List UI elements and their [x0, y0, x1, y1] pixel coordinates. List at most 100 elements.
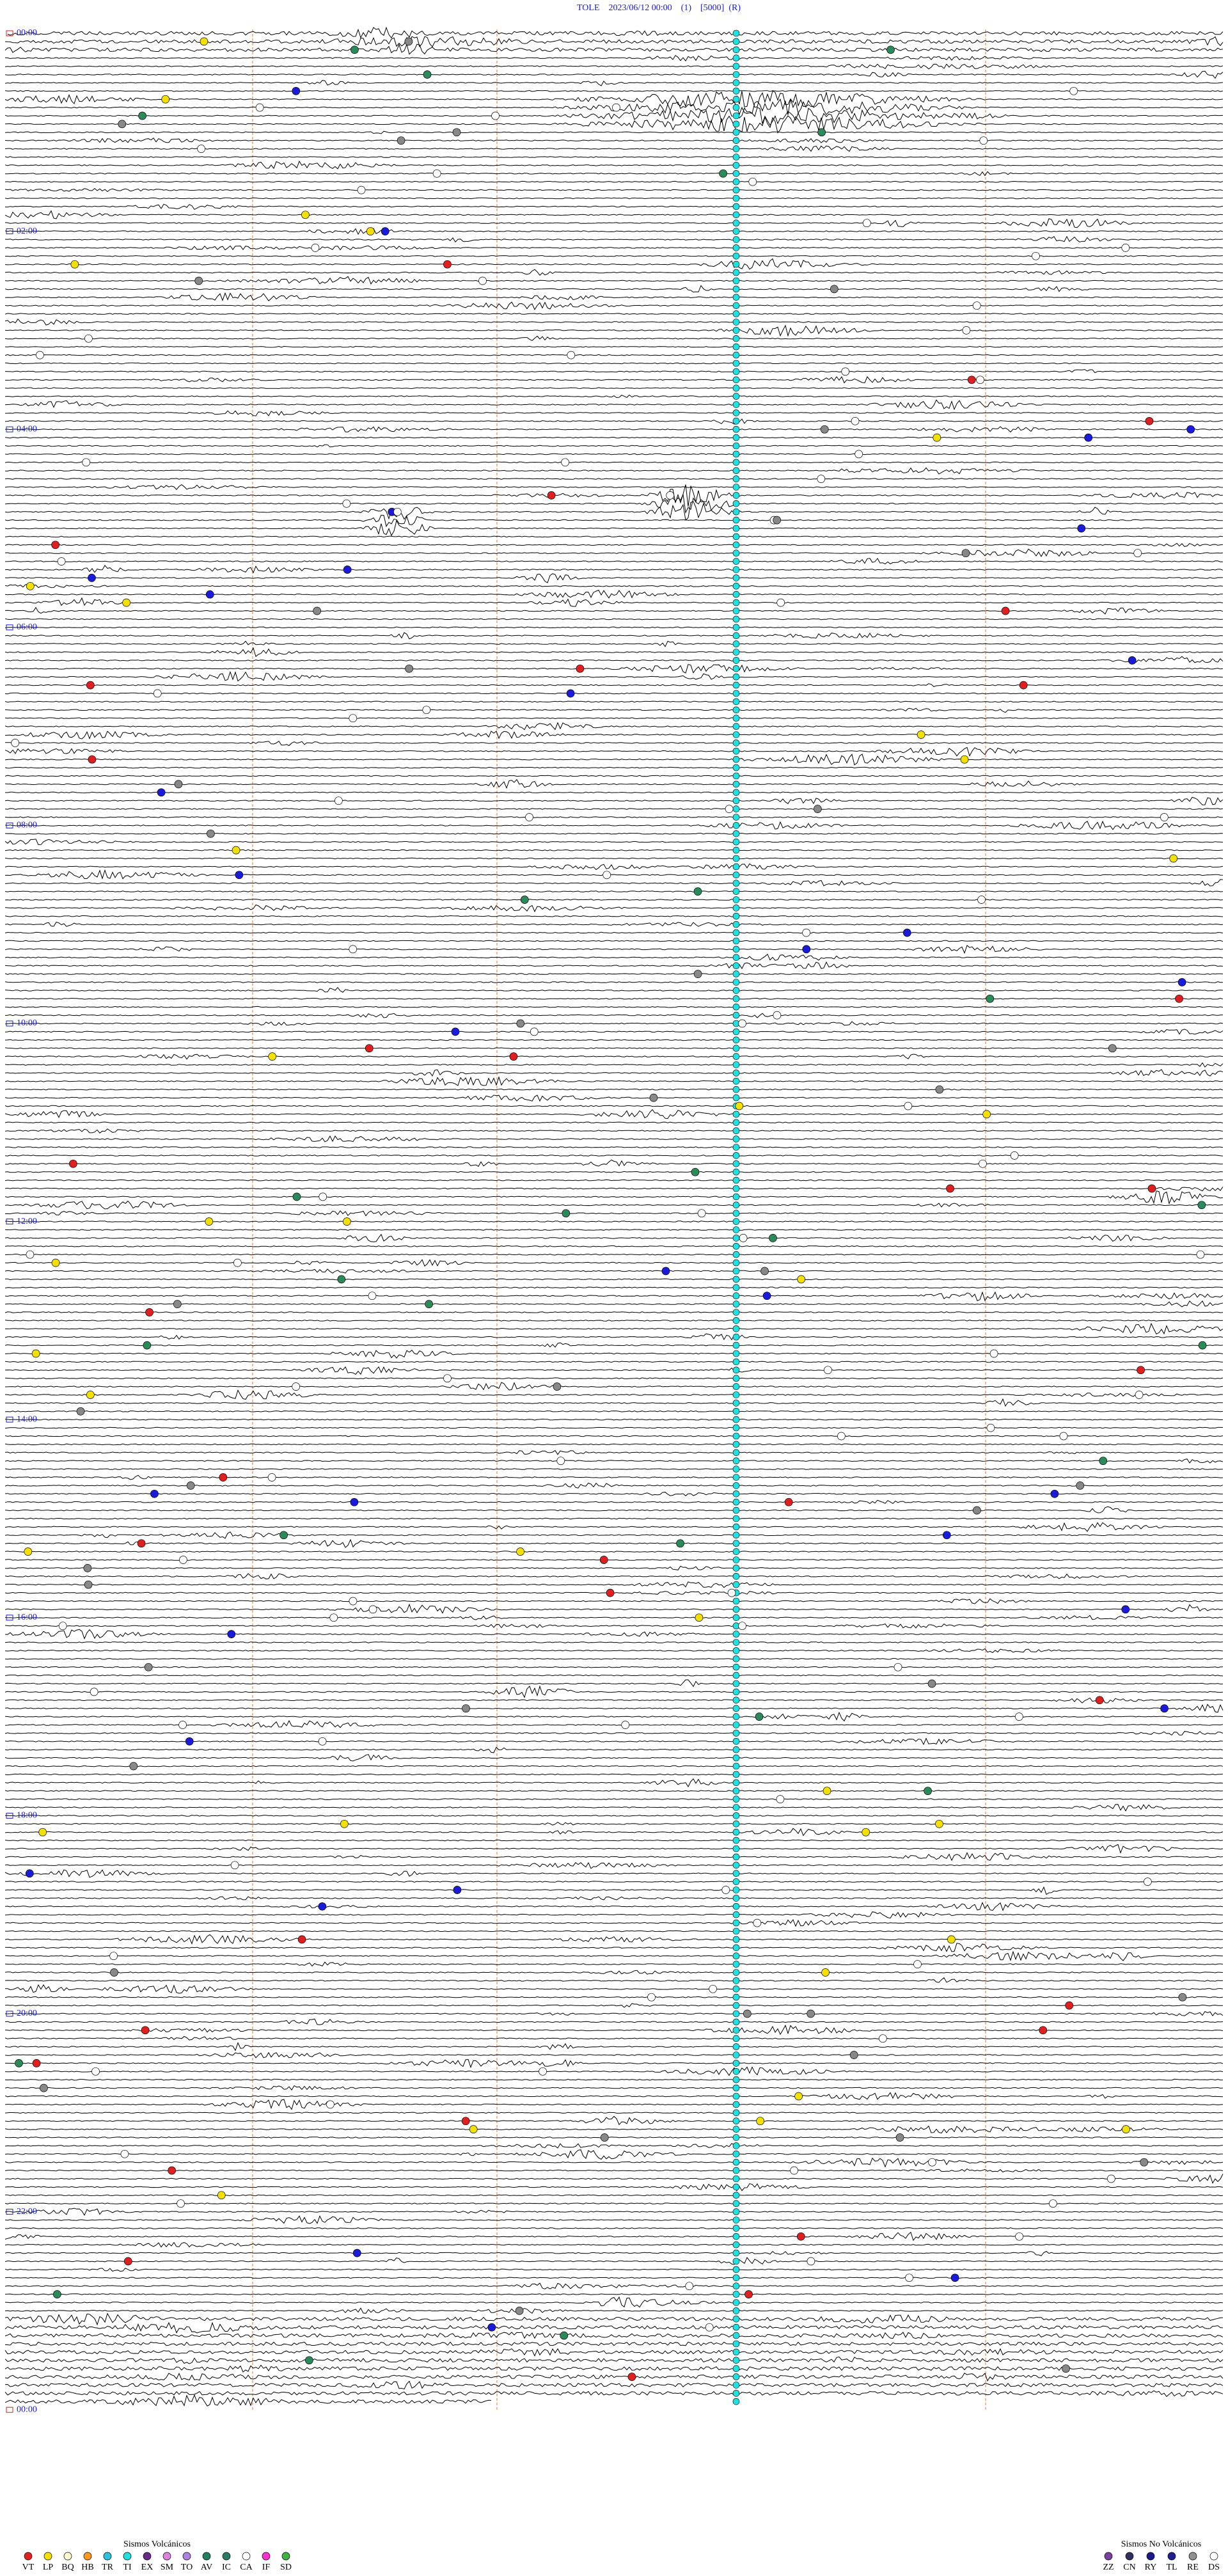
- marker-event: [905, 2273, 913, 2282]
- marker-event: [1076, 1482, 1085, 1490]
- time-label: 10:00: [17, 1018, 37, 1028]
- marker-event: [561, 458, 569, 467]
- marker-ti: [732, 1400, 740, 1407]
- marker-ti: [732, 219, 740, 227]
- trace: [5, 670, 1224, 682]
- trace: [4, 961, 1224, 970]
- trace: [4, 394, 1224, 399]
- marker-event: [946, 1184, 954, 1193]
- legend-swatch: [1209, 2552, 1218, 2561]
- marker-event: [267, 1473, 276, 1482]
- trace: [4, 2058, 1224, 2069]
- marker-event: [26, 1250, 35, 1259]
- marker-event: [817, 128, 826, 137]
- marker-event: [989, 1349, 998, 1358]
- legend-swatch: [281, 2552, 290, 2561]
- trace: [4, 2257, 1224, 2265]
- marker-ti: [732, 1663, 740, 1671]
- marker-event: [817, 475, 826, 483]
- trace: [4, 2078, 1223, 2081]
- trace: [4, 426, 1224, 433]
- marker-ti: [732, 764, 740, 771]
- marker-event: [425, 1300, 433, 1308]
- trace: [4, 1245, 1224, 1247]
- marker-ti: [732, 1036, 740, 1044]
- marker-ti: [732, 1292, 740, 1299]
- marker-ti: [732, 2167, 740, 2174]
- marker-ti: [732, 2323, 740, 2331]
- marker-event: [366, 227, 375, 235]
- marker-ti: [732, 2357, 740, 2364]
- marker-event: [393, 507, 402, 516]
- marker-ti: [732, 1614, 740, 1622]
- marker-event: [972, 301, 981, 310]
- marker-event: [862, 219, 871, 228]
- marker-event: [807, 2009, 815, 2018]
- marker-event: [161, 95, 170, 104]
- marker-ti: [732, 277, 740, 285]
- trace: [4, 2115, 1224, 2126]
- trace: [4, 849, 1224, 851]
- marker-ti: [732, 1300, 740, 1308]
- marker-event: [40, 2083, 48, 2092]
- trace: [4, 766, 1224, 769]
- marker-ti: [732, 1432, 740, 1440]
- trace: [5, 1398, 1224, 1407]
- legend-swatch: [1104, 2552, 1113, 2561]
- marker-ti: [732, 1350, 740, 1357]
- marker-ti: [732, 525, 740, 532]
- marker-event: [357, 186, 366, 194]
- marker-event: [986, 1423, 995, 1432]
- marker-event: [197, 145, 205, 153]
- marker-event: [118, 120, 127, 129]
- marker-ti: [732, 2151, 740, 2158]
- trace: [4, 90, 1224, 92]
- marker-ti: [732, 1078, 740, 1085]
- marker-event: [1198, 1341, 1207, 1350]
- trace: [5, 1984, 1224, 1994]
- marker-ti: [732, 1870, 740, 1877]
- marker-ti: [732, 1730, 740, 1737]
- marker-event: [962, 326, 971, 335]
- marker-event: [924, 1787, 932, 1796]
- marker-ti: [732, 2142, 740, 2149]
- marker-event: [821, 1968, 830, 1977]
- marker-event: [462, 1704, 470, 1713]
- trace: [4, 1013, 1224, 1018]
- trace: [4, 1852, 1224, 1861]
- marker-event: [86, 1391, 95, 1399]
- marker-ti: [732, 2010, 740, 2018]
- trace: [4, 171, 1224, 177]
- trace: [4, 1458, 1224, 1464]
- time-box: [6, 228, 13, 235]
- time-box: [6, 2011, 13, 2017]
- marker-ti: [732, 1746, 740, 1753]
- legend-code: LP: [43, 2563, 54, 2572]
- marker-ti: [732, 715, 740, 722]
- marker-event: [1147, 1184, 1156, 1193]
- marker-event: [727, 1588, 736, 1597]
- marker-ti: [732, 2051, 740, 2058]
- marker-ti: [732, 2390, 740, 2397]
- marker-event: [1133, 549, 1142, 558]
- trace: [4, 160, 1224, 170]
- marker-ti: [732, 1135, 740, 1142]
- trace: [4, 1426, 1224, 1429]
- marker-event: [138, 111, 146, 120]
- marker-ti: [732, 88, 740, 95]
- trace: [4, 1418, 1224, 1421]
- trace: [4, 197, 1224, 200]
- marker-ti: [732, 945, 740, 953]
- marker-event: [1197, 1201, 1206, 1210]
- trace: [4, 1361, 1224, 1363]
- trace: [4, 1977, 1224, 1983]
- trace: [4, 890, 1224, 892]
- marker-ti: [732, 1119, 740, 1126]
- marker-event: [1121, 1605, 1130, 1614]
- marker-ti: [732, 162, 740, 169]
- trace: [4, 2157, 1224, 2168]
- marker-event: [967, 375, 976, 384]
- marker-event: [516, 1547, 524, 1556]
- marker-ti: [732, 772, 740, 780]
- marker-ti: [732, 1861, 740, 1869]
